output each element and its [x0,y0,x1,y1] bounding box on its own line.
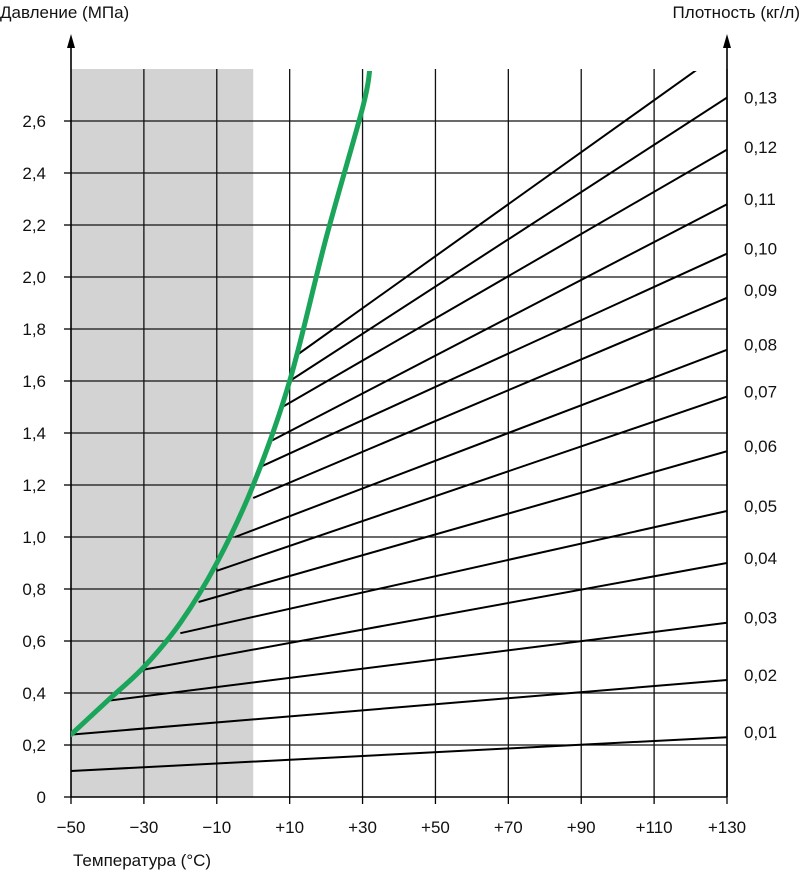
y-tick-label: 2,6 [22,112,46,131]
density-label: 0,05 [744,497,777,516]
density-line [107,621,727,702]
y-tick-label: 1,6 [22,372,46,391]
density-line [296,71,697,356]
density-label: 0,08 [744,336,777,355]
x-axis-title: Температура (°C) [73,851,211,870]
y2-axis-arrow [723,34,731,48]
y-tick-label: 1,2 [22,476,46,495]
x-tick-label: +10 [275,818,304,837]
x-tick-label: +30 [348,818,377,837]
density-line [143,562,727,671]
density-line [281,148,727,408]
density-label: 0,11 [744,190,776,209]
x-tick-label: +50 [421,818,450,837]
x-tick-label: −50 [57,818,86,837]
y-tick-label: 1,4 [22,424,46,443]
density-line [234,348,727,538]
y-tick-label: 0,8 [22,580,46,599]
y-axis-title: Давление (МПа) [0,3,129,22]
y2-axis-title: Плотность (кг/л) [672,3,800,22]
density-line [180,510,727,635]
y-tick-label: 2,0 [22,268,46,287]
x-tick-label: +70 [494,818,523,837]
x-tick-label: +130 [708,818,746,837]
density-line [198,450,727,603]
density-label: 0,03 [744,609,777,628]
y-tick-label: 0,2 [22,736,46,755]
y-tick-label: 0,4 [22,684,46,703]
y-tick-label: 1,8 [22,320,46,339]
density-line [252,296,727,499]
y-tick-label: 2,2 [22,216,46,235]
y-tick-label: 1,0 [22,528,46,547]
x-tick-label: +90 [567,818,596,837]
density-line [71,736,727,772]
density-label: 0,13 [744,89,777,108]
density-line [270,203,727,442]
density-line [216,395,727,572]
density-label: 0,10 [744,239,777,258]
x-tick-label: +110 [636,818,673,837]
density-label: 0,04 [744,549,777,568]
density-label: 0,09 [744,281,777,300]
density-label: 0,06 [744,437,777,456]
density-line [260,252,727,468]
y-tick-label: 0,6 [22,632,46,651]
y-axis-arrow [67,34,75,48]
y-tick-label: 0 [37,788,46,807]
x-tick-label: −10 [202,818,231,837]
density-label: 0,01 [744,723,777,742]
density-label: 0,07 [744,382,777,401]
saturation-curve [71,71,373,738]
density-line [71,679,727,736]
y-tick-label: 2,4 [22,164,46,183]
x-tick-label: −30 [129,818,158,837]
density-label: 0,12 [744,138,777,157]
density-line [289,96,727,382]
density-label: 0,02 [744,666,777,685]
